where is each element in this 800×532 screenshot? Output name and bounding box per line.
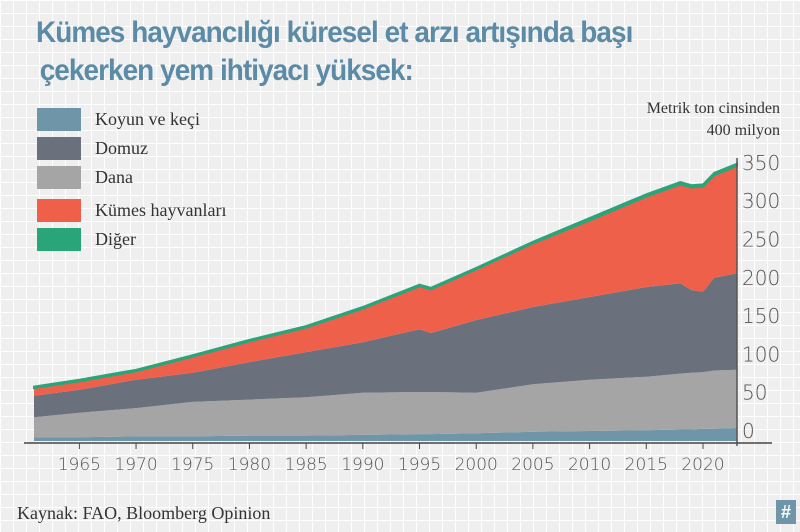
area-k-mes-hayvanlar-: [34, 166, 737, 396]
legend-item-kumes: Kümes hayvanları: [37, 196, 226, 225]
x-tick-label: 2005: [511, 455, 554, 475]
legend-swatch: [37, 108, 81, 131]
y-tick-label: 0: [742, 419, 755, 443]
unit-label: Metrik ton cinsinden 400 milyon: [647, 98, 780, 142]
legend-swatch: [37, 228, 81, 251]
x-tick-label: 1980: [228, 455, 271, 475]
x-tick-label: 2010: [568, 455, 611, 475]
y-tick-label: 350: [742, 151, 780, 175]
x-tick-label: 2015: [625, 455, 668, 475]
legend-item-koyun: Koyun ve keçi: [37, 105, 226, 134]
x-tick-label: 1985: [284, 455, 327, 475]
legend-item-dana: Dana: [37, 163, 226, 192]
legend-label: Domuz: [95, 138, 148, 158]
unit-line-2: 400 milyon: [706, 122, 780, 139]
y-tick-label: 150: [742, 304, 780, 328]
legend-label: Kümes hayvanları: [95, 200, 227, 220]
y-tick-label: 100: [742, 342, 780, 366]
x-tick-label: 1965: [58, 455, 101, 475]
x-tick-label: 2020: [681, 455, 724, 475]
legend-label: Diğer: [95, 229, 136, 249]
x-tick-label: 1970: [114, 455, 157, 475]
unit-line-1: Metrik ton cinsinden: [646, 100, 780, 117]
legend-label: Dana: [95, 167, 133, 187]
legend-label: Koyun ve keçi: [95, 109, 200, 129]
area-domuz: [34, 273, 737, 418]
x-tick-label: 1995: [398, 455, 441, 475]
legend-swatch: [37, 166, 81, 189]
legend-swatch: [37, 137, 81, 160]
legend: Koyun ve keçi Domuz Dana Kümes hayvanlar…: [37, 105, 226, 254]
x-tick-label: 1975: [171, 455, 214, 475]
legend-swatch: [37, 199, 81, 222]
x-tick-label: 1990: [341, 455, 384, 475]
y-tick-label: 300: [742, 189, 780, 213]
x-tick-label: 2000: [455, 455, 498, 475]
source-note: Kaynak: FAO, Bloomberg Opinion: [17, 503, 271, 523]
area-dana: [34, 369, 737, 438]
y-tick-label: 50: [742, 381, 767, 405]
legend-item-diger: Diğer: [37, 225, 226, 254]
hash-badge-icon: #: [776, 500, 796, 524]
chart-title: Kümes hayvancılığı küresel et arzı artış…: [36, 14, 743, 90]
title-line-1: Kümes hayvancılığı küresel et arzı artış…: [36, 16, 633, 49]
title-line-2: çekerken yem ihtiyacı yüksek:: [39, 54, 414, 87]
area-koyun-ve-ke-i: [34, 428, 737, 441]
y-tick-label: 200: [742, 266, 780, 290]
y-tick-label: 250: [742, 228, 780, 252]
legend-item-domuz: Domuz: [37, 134, 226, 163]
